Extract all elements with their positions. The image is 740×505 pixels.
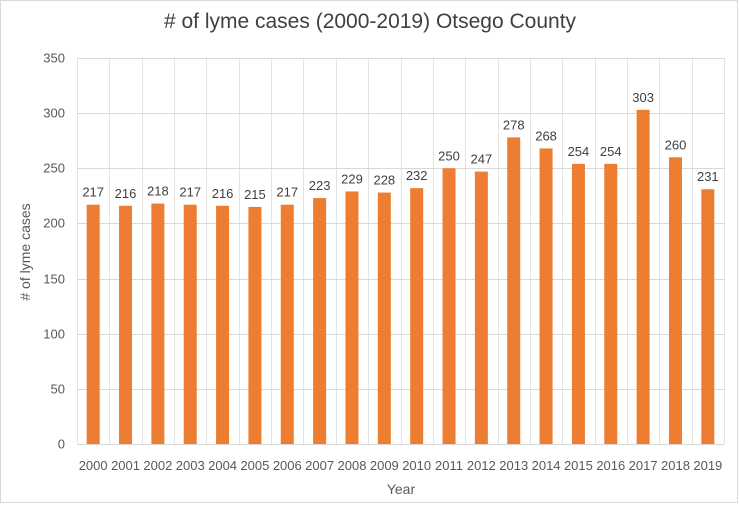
chart-title: # of lyme cases (2000-2019) Otsego Count… <box>163 10 577 33</box>
data-label-2007: 223 <box>309 178 331 193</box>
data-label-2008: 229 <box>341 171 363 186</box>
bar-2017 <box>636 109 650 444</box>
x-tick-label-2000: 2000 <box>79 458 108 473</box>
x-tick-label-2011: 2011 <box>435 458 463 473</box>
x-axis-title: Year <box>387 481 416 497</box>
data-label-2006: 217 <box>276 185 298 200</box>
y-tick-label: 100 <box>43 327 65 342</box>
x-tick-label-2016: 2016 <box>596 458 625 473</box>
data-label-2005: 215 <box>244 187 266 202</box>
y-axis-ticks: 0 50 100 150 200 250 300 350 <box>43 51 65 452</box>
bar-2009 <box>377 192 391 444</box>
x-tick-label-2019: 2019 <box>693 458 722 473</box>
data-label-2009: 228 <box>373 173 395 188</box>
y-tick-label: 200 <box>43 216 65 231</box>
data-label-2011: 250 <box>438 148 460 163</box>
bar-2008 <box>345 191 359 444</box>
x-tick-label-2006: 2006 <box>273 458 302 473</box>
x-tick-label-2017: 2017 <box>629 458 658 473</box>
bar-2016 <box>604 163 618 445</box>
x-tick-label-2013: 2013 <box>499 458 528 473</box>
data-label-2002: 218 <box>147 184 169 199</box>
bar-2019 <box>701 189 715 444</box>
x-tick-label-2009: 2009 <box>370 458 399 473</box>
y-tick-label: 300 <box>43 106 65 121</box>
bar-2001 <box>119 205 133 444</box>
bar-2005 <box>248 206 262 444</box>
bar-2015 <box>571 163 585 445</box>
bar-2003 <box>183 204 197 444</box>
bar-2002 <box>151 203 165 444</box>
bar-2012 <box>474 171 488 444</box>
data-label-2000: 217 <box>82 185 104 200</box>
y-tick-label: 150 <box>43 272 65 287</box>
x-tick-label-2002: 2002 <box>143 458 172 473</box>
x-axis-ticks: 2000 2001 2002 2003 2004 2005 2006 2007 2008 2009… <box>79 458 723 473</box>
bar-2007 <box>313 198 327 444</box>
data-label-2017: 303 <box>632 90 654 105</box>
x-tick-label-2001: 2001 <box>111 458 140 473</box>
data-label-2016: 254 <box>600 144 622 159</box>
y-tick-label: 50 <box>51 382 65 397</box>
x-tick-label-2004: 2004 <box>208 458 237 473</box>
bar-2004 <box>216 205 230 444</box>
data-label-2001: 216 <box>115 186 137 201</box>
bar-2000 <box>86 204 100 444</box>
bar-2006 <box>280 204 294 444</box>
x-tick-label-2007: 2007 <box>305 458 334 473</box>
data-label-2019: 231 <box>697 169 719 184</box>
x-tick-label-2003: 2003 <box>176 458 205 473</box>
bar-2011 <box>442 168 456 445</box>
x-tick-label-2008: 2008 <box>338 458 367 473</box>
x-tick-label-2005: 2005 <box>240 458 269 473</box>
data-label-2012: 247 <box>471 152 493 167</box>
y-tick-label: 0 <box>58 437 65 452</box>
y-tick-label: 250 <box>43 161 65 176</box>
data-label-2013: 278 <box>503 117 525 132</box>
x-tick-label-2014: 2014 <box>532 458 561 473</box>
bar-2013 <box>507 137 521 445</box>
bar-2010 <box>410 188 424 444</box>
data-label-2018: 260 <box>665 137 687 152</box>
data-label-2004: 216 <box>212 186 234 201</box>
y-tick-label: 350 <box>43 51 65 66</box>
bar-2014 <box>539 148 553 445</box>
data-label-2015: 254 <box>568 144 590 159</box>
x-tick-label-2015: 2015 <box>564 458 593 473</box>
bars <box>86 109 715 445</box>
data-label-2003: 217 <box>179 185 201 200</box>
bar-2018 <box>668 157 682 444</box>
x-tick-label-2018: 2018 <box>661 458 690 473</box>
x-tick-label-2010: 2010 <box>402 458 431 473</box>
x-tick-label-2012: 2012 <box>467 458 496 473</box>
y-axis-title: # of lyme cases <box>17 203 33 300</box>
data-labels: 217 216 218 217 216 215 217 223 229 228 232 250 247 2… <box>82 90 718 202</box>
data-label-2010: 232 <box>406 168 428 183</box>
gridlines <box>77 58 725 445</box>
data-label-2014: 268 <box>535 128 557 143</box>
